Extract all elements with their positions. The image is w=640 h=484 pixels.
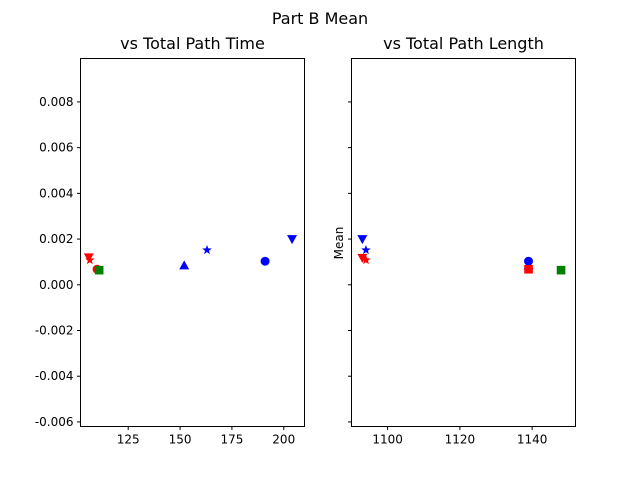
- y-tick-label: 0.000: [39, 278, 73, 292]
- data-point-circle: [260, 256, 270, 266]
- data-point-triangle-down: [357, 253, 368, 263]
- point-group-total-path-length: [357, 235, 566, 275]
- data-point-star: [85, 255, 95, 265]
- y-tick-label: 0.006: [39, 141, 73, 155]
- tick-group-total-path-length: 1100 1120 1140: [348, 101, 548, 447]
- x-tick-label: 125: [117, 433, 140, 447]
- axes-title-total-path-length: vs Total Path Length: [383, 34, 544, 53]
- point-group-total-path-time: [83, 235, 298, 275]
- y-tick-label: 0.004: [39, 186, 73, 200]
- axes-total-path-time: vs Total Path Time 125 150 175 200 -0.006 -0.…: [35, 34, 305, 447]
- y-tick-label: 0.002: [39, 232, 73, 246]
- x-tick-label: 1100: [372, 433, 403, 447]
- y-tick-label: -0.004: [35, 369, 74, 383]
- data-point-square: [556, 265, 566, 275]
- axes-total-path-length: vs Total Path Length Mean 1100 1120 1140: [332, 34, 576, 447]
- data-point-square: [524, 264, 533, 274]
- x-tick-label: 1120: [445, 433, 476, 447]
- axes-frame-total-path-length: [351, 58, 576, 427]
- axes-title-total-path-time: vs Total Path Time: [120, 34, 265, 53]
- y-tick-label: 0.008: [39, 95, 73, 109]
- tick-group-total-path-time: 125 150 175 200 -0.006 -0.004 -0.002 0.000 0.002…: [35, 95, 295, 447]
- data-point-triangle-down: [287, 235, 298, 245]
- data-point-square: [94, 265, 104, 275]
- data-point-triangle-down: [357, 235, 368, 245]
- data-point-triangle-down: [83, 253, 94, 263]
- data-point-triangle-up: [179, 260, 190, 270]
- x-tick-label: 175: [220, 433, 243, 447]
- figure-suptitle: Part B Mean: [272, 9, 368, 28]
- data-point-star: [361, 245, 371, 255]
- data-point-star: [361, 255, 371, 265]
- y-tick-label: -0.002: [35, 324, 74, 338]
- data-point-star: [202, 245, 212, 255]
- x-tick-label: 150: [169, 433, 192, 447]
- x-tick-label: 200: [272, 433, 295, 447]
- y-axis-label-mean: Mean: [332, 227, 346, 260]
- axes-frame-total-path-time: [80, 58, 305, 427]
- y-tick-label: -0.006: [35, 415, 74, 429]
- x-tick-label: 1140: [517, 433, 548, 447]
